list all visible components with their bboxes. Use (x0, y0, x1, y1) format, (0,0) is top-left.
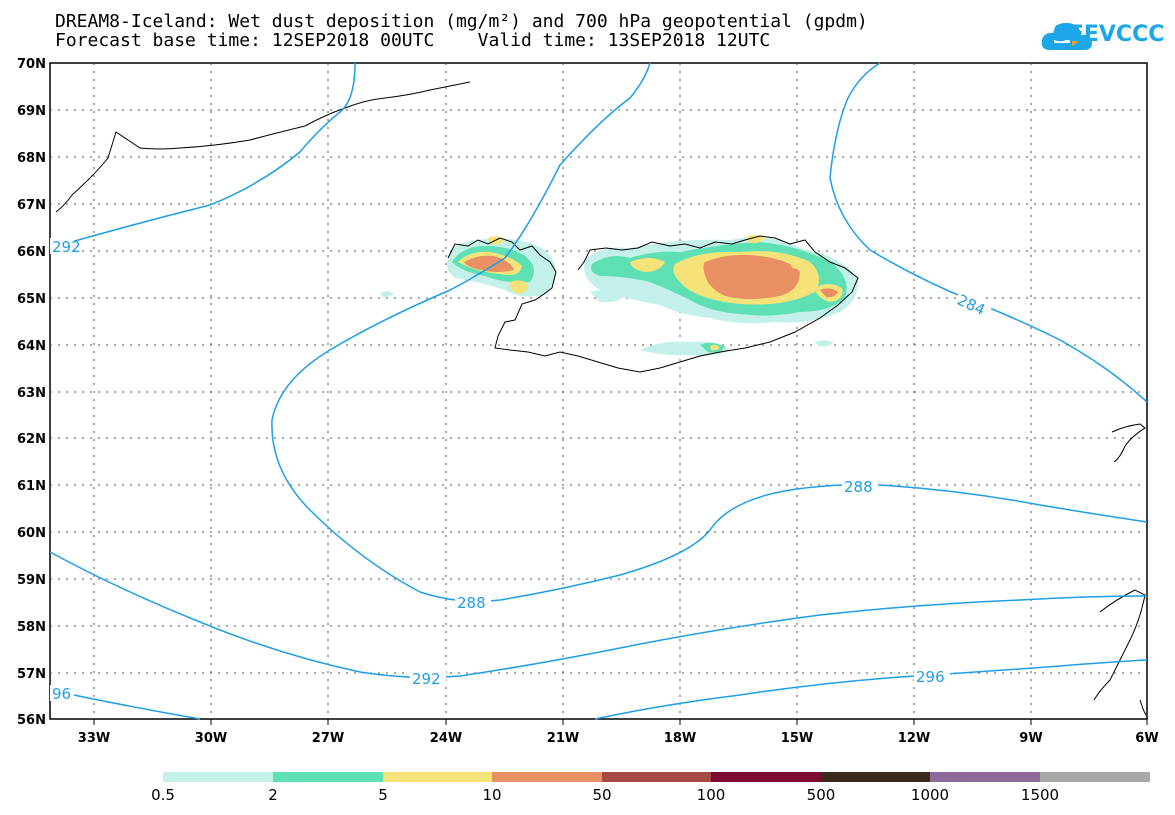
map-frame (49, 62, 1148, 720)
forecast-times: Forecast base time: 12SEP2018 00UTC Vali… (55, 30, 771, 51)
lat-label: 70N (17, 57, 46, 72)
lon-label: 6W (1135, 731, 1158, 746)
dust-deposition-westfjords (446, 236, 556, 297)
forecast-map: 284 288 288 292 296 292 96 70N 69N 68N 6… (17, 57, 1159, 746)
contour-292-south (49, 551, 1148, 679)
lon-label: 18W (664, 731, 696, 746)
lon-label: 9W (1019, 731, 1042, 746)
contour-label-backgrounds (50, 238, 994, 701)
logo-text: SEEVCCC (1053, 22, 1165, 47)
legend-label: 2 (268, 786, 278, 804)
lon-label: 15W (781, 731, 813, 746)
legend-label: 1500 (1020, 786, 1060, 804)
legend-label: 1000 (910, 786, 950, 804)
lat-label: 59N (17, 573, 46, 588)
legend-swatch (273, 772, 383, 782)
legend-label: 500 (806, 786, 836, 804)
legend-swatch (930, 772, 1040, 782)
lon-label: 33W (78, 731, 110, 746)
legend-label: 10 (482, 786, 502, 804)
legend-label: 0.5 (151, 786, 175, 804)
lon-label: 21W (547, 731, 579, 746)
lat-label: 56N (17, 713, 46, 728)
lat-label: 68N (17, 151, 46, 166)
latitude-labels: 70N 69N 68N 67N 66N 65N 64N 63N 62N 61N … (17, 57, 46, 728)
contour-label-288-south: 288 (457, 594, 486, 612)
lon-label: 24W (430, 731, 462, 746)
contour-label-292: 292 (412, 670, 441, 688)
contour-label-296: 296 (916, 668, 945, 686)
legend-swatch (492, 772, 602, 782)
geopotential-contours (49, 62, 1148, 720)
contour-288-loop (271, 289, 1148, 603)
contour-label-292-edge: 292 (52, 238, 81, 256)
legend-swatch (1040, 772, 1150, 782)
contour-296-east (594, 659, 1148, 720)
grid-lines (50, 63, 1147, 719)
map-title: DREAM8-Iceland: Wet dust deposition (mg/… (55, 11, 868, 32)
contour-288-north (449, 62, 651, 291)
lat-label: 62N (17, 432, 46, 447)
lat-label: 69N (17, 104, 46, 119)
lat-label: 61N (17, 479, 46, 494)
lat-label: 63N (17, 386, 46, 401)
lon-label: 30W (195, 731, 227, 746)
lat-label: 64N (17, 339, 46, 354)
contour-label-296-edge: 96 (52, 685, 71, 703)
lon-label: 27W (312, 731, 344, 746)
lat-label: 57N (17, 667, 46, 682)
lat-label: 60N (17, 526, 46, 541)
legend-label: 5 (378, 786, 388, 804)
lon-label: 12W (898, 731, 930, 746)
contour-label-288-east: 288 (844, 478, 873, 496)
dust-deposition-east (380, 235, 859, 356)
legend-swatch (383, 772, 492, 782)
legend-swatch (602, 772, 711, 782)
contour-284 (829, 62, 1148, 403)
legend-swatch (821, 772, 930, 782)
legend-label: 100 (696, 786, 726, 804)
lat-label: 58N (17, 620, 46, 635)
lat-label: 65N (17, 292, 46, 307)
lat-label: 66N (17, 245, 46, 260)
lat-label: 67N (17, 198, 46, 213)
contour-292-west (49, 62, 356, 249)
cloud-icon (1041, 22, 1092, 50)
legend-swatch (711, 772, 821, 782)
tick-marks (93, 719, 1148, 725)
longitude-labels: 33W 30W 27W 24W 21W 18W 15W 12W 9W 6W (78, 731, 1159, 746)
legend-label: 50 (592, 786, 612, 804)
legend-swatch (163, 772, 273, 782)
